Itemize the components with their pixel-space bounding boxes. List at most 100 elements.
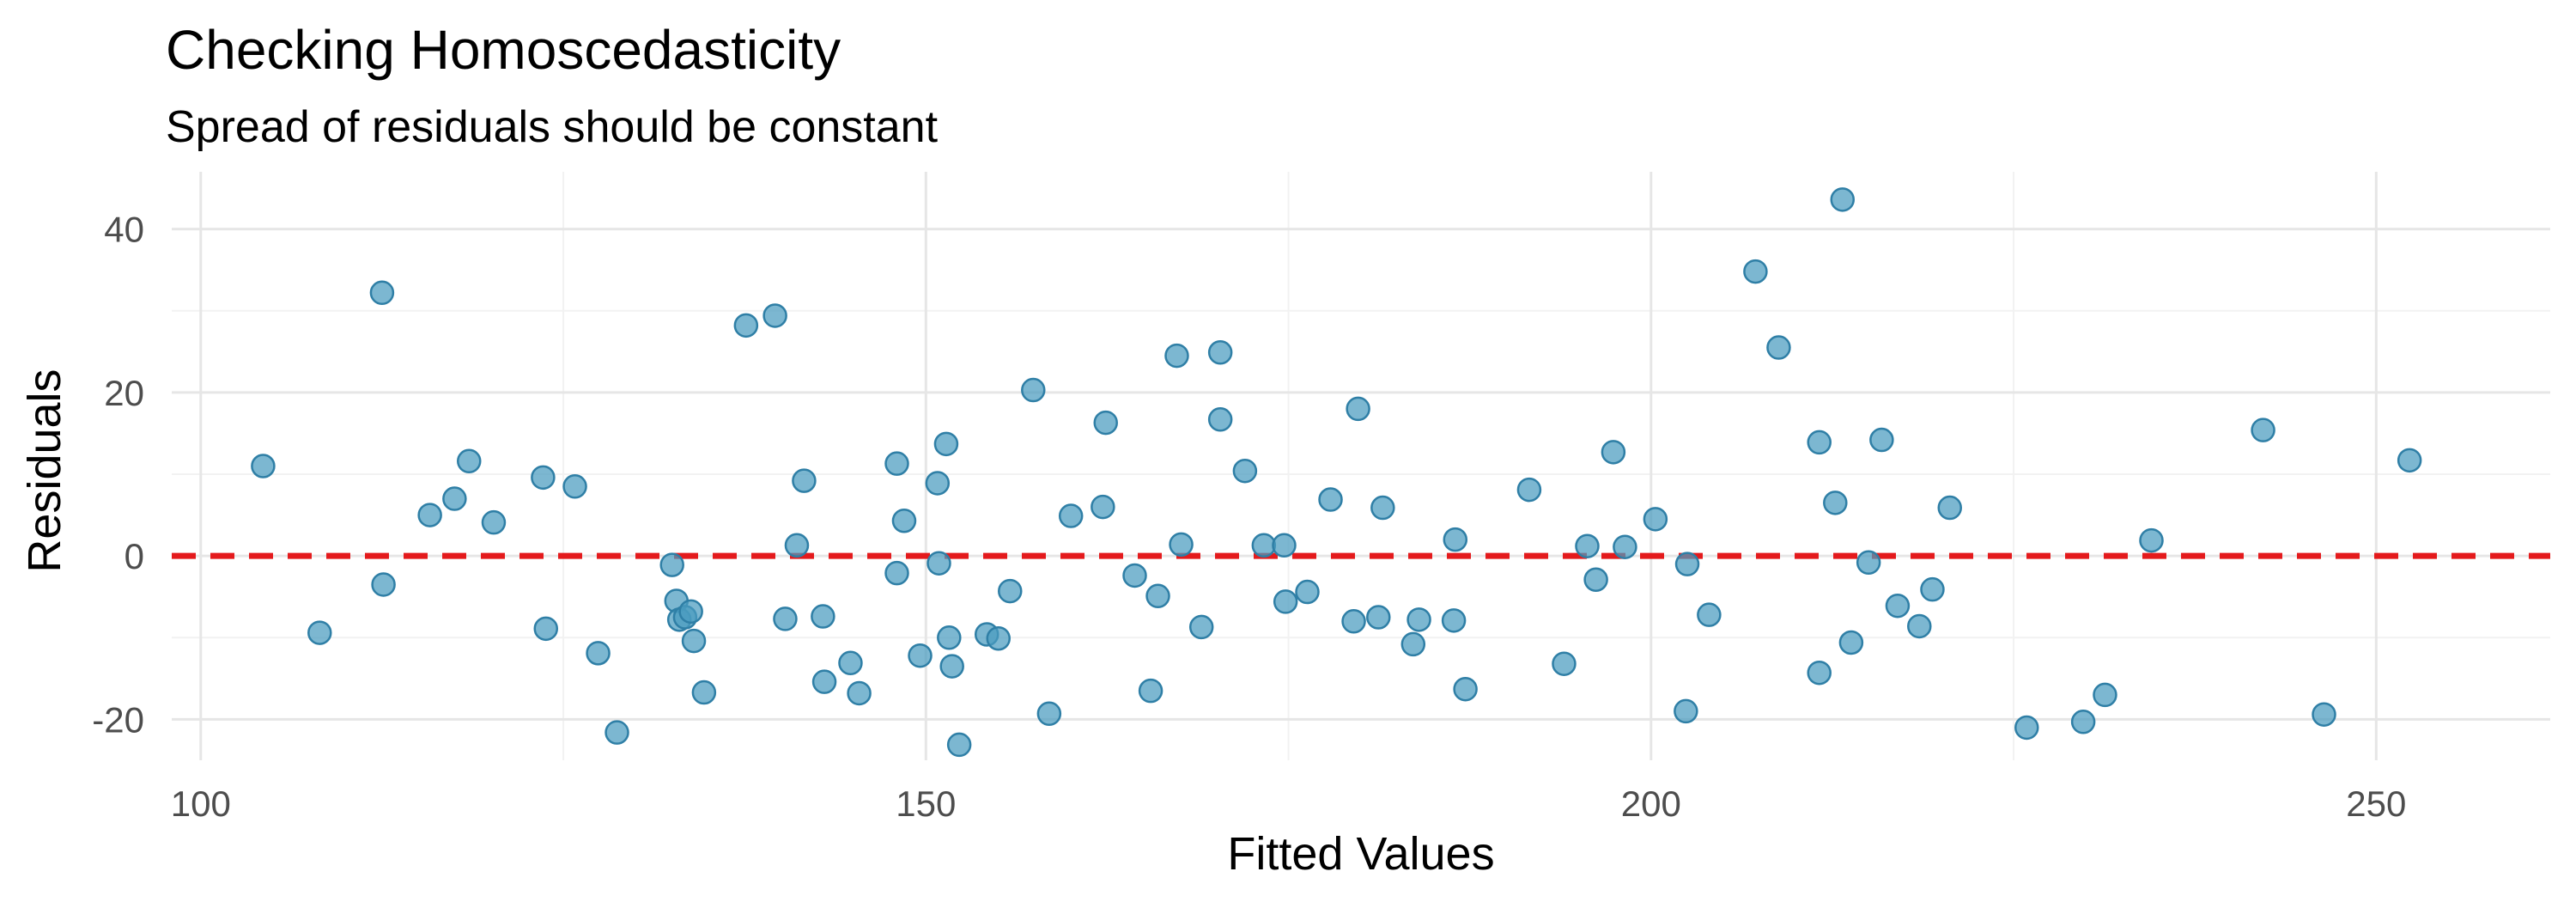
data-points: [251, 187, 2422, 758]
data-point: [937, 625, 962, 650]
data-point: [1838, 630, 1864, 655]
data-point: [2070, 710, 2096, 734]
data-point: [986, 625, 1011, 651]
data-point: [1021, 377, 1046, 403]
data-point: [1697, 602, 1722, 627]
data-point: [1138, 678, 1163, 704]
data-point: [1122, 563, 1147, 588]
data-point: [1516, 477, 1542, 503]
data-point: [1232, 458, 1258, 484]
data-point: [371, 572, 396, 597]
data-point: [891, 508, 917, 533]
data-point: [811, 669, 837, 694]
y-axis-tick-labels: -20 0 20 40: [92, 210, 144, 740]
data-point: [792, 468, 817, 493]
data-point: [733, 313, 759, 338]
y-tick-label: -20: [92, 699, 144, 740]
data-point: [939, 654, 964, 679]
data-point: [1920, 576, 1945, 602]
data-point: [1575, 533, 1600, 558]
data-point: [908, 643, 933, 668]
data-point: [1674, 698, 1698, 724]
data-point: [1869, 427, 1894, 453]
data-point: [1937, 495, 1962, 521]
data-point: [681, 628, 707, 654]
data-point: [659, 552, 684, 577]
x-tick-label: 100: [171, 783, 231, 824]
data-point: [1188, 614, 1214, 640]
data-point: [1036, 701, 1062, 727]
data-point: [1091, 494, 1115, 520]
y-tick-label: 0: [125, 536, 144, 576]
data-point: [1406, 607, 1431, 632]
data-point: [784, 533, 810, 558]
data-point: [884, 451, 909, 476]
x-axis-tick-labels: 100 150 200 250: [171, 783, 2407, 824]
data-point: [1552, 651, 1577, 676]
data-point: [1400, 631, 1426, 657]
data-point: [442, 486, 467, 511]
data-point: [1295, 579, 1320, 605]
data-point: [1441, 608, 1467, 633]
data-point: [811, 604, 835, 629]
data-point: [1830, 187, 1856, 212]
data-point: [762, 303, 787, 328]
x-tick-label: 200: [1621, 783, 1681, 824]
data-point: [1583, 567, 1608, 592]
data-point: [1807, 430, 1832, 455]
data-point: [1823, 491, 1848, 515]
y-tick-label: 20: [104, 373, 144, 413]
data-point: [1207, 407, 1233, 432]
data-point: [251, 454, 276, 478]
x-axis-title: Fitted Values: [1227, 828, 1494, 880]
data-point: [678, 599, 703, 625]
data-point: [2397, 448, 2422, 473]
data-point: [773, 606, 798, 631]
chart-title: Checking Homoscedasticity: [166, 19, 841, 81]
y-axis-title: Residuals: [19, 369, 70, 572]
data-point: [1273, 589, 1298, 614]
data-point: [457, 448, 482, 474]
data-point: [1058, 503, 1084, 528]
data-point: [1453, 676, 1478, 702]
data-point: [933, 431, 959, 457]
x-tick-label: 250: [2346, 783, 2406, 824]
data-point: [1370, 495, 1395, 521]
data-point: [481, 509, 507, 535]
x-tick-label: 150: [896, 783, 956, 824]
data-point: [562, 474, 587, 499]
data-point: [946, 732, 972, 758]
data-point: [1207, 340, 1233, 365]
data-point: [1907, 613, 1932, 639]
data-point: [1601, 440, 1626, 465]
data-point: [369, 280, 395, 306]
data-point: [1341, 609, 1366, 634]
data-point: [586, 641, 611, 666]
data-point: [2312, 702, 2336, 727]
data-point: [1169, 532, 1194, 558]
data-point: [1093, 410, 1118, 436]
data-point: [927, 551, 951, 576]
minor-gridlines: [172, 172, 2550, 760]
data-point: [1766, 335, 1791, 360]
data-point: [1164, 343, 1189, 369]
chart-subtitle: Spread of residuals should be constant: [166, 102, 939, 152]
data-point: [838, 650, 863, 676]
data-point: [1807, 660, 1832, 686]
data-point: [1613, 534, 1637, 559]
data-point: [417, 503, 442, 527]
data-point: [2251, 417, 2275, 442]
data-point: [998, 578, 1023, 604]
y-tick-label: 40: [104, 210, 144, 250]
data-point: [605, 720, 629, 745]
data-point: [1856, 550, 1881, 576]
data-point: [925, 471, 951, 496]
data-point: [1346, 396, 1370, 422]
data-point: [1885, 593, 1911, 619]
data-point: [1366, 605, 1391, 630]
data-point: [2139, 527, 2164, 553]
data-point: [1643, 507, 1668, 532]
data-point: [1318, 487, 1343, 512]
data-point: [2093, 682, 2117, 708]
data-point: [1251, 533, 1277, 558]
